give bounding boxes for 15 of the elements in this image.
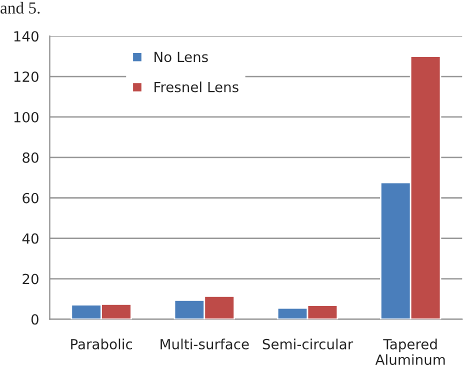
x-tick-label: Semi-circular (262, 338, 354, 350)
text: and 5. (0, 2, 40, 14)
x-tick-label: Tapered Aluminum (375, 338, 445, 365)
y-tick-label: 100 (14, 112, 38, 122)
y-tick-label: 120 (14, 72, 38, 82)
legend-label: Fresnel Lens (154, 82, 238, 92)
y-tick-label: 40 (22, 233, 38, 244)
x-tick-label: Multi-surface (160, 338, 249, 350)
y-tick-label: 140 (14, 31, 38, 42)
y-tick-label: 60 (22, 192, 38, 204)
y-tick-label: 20 (22, 274, 38, 284)
x-tick-label: Parabolic (71, 338, 132, 350)
y-tick-label: 0 (31, 314, 38, 325)
legend-label: No Lens (154, 52, 208, 62)
y-tick-label: 80 (22, 152, 38, 163)
